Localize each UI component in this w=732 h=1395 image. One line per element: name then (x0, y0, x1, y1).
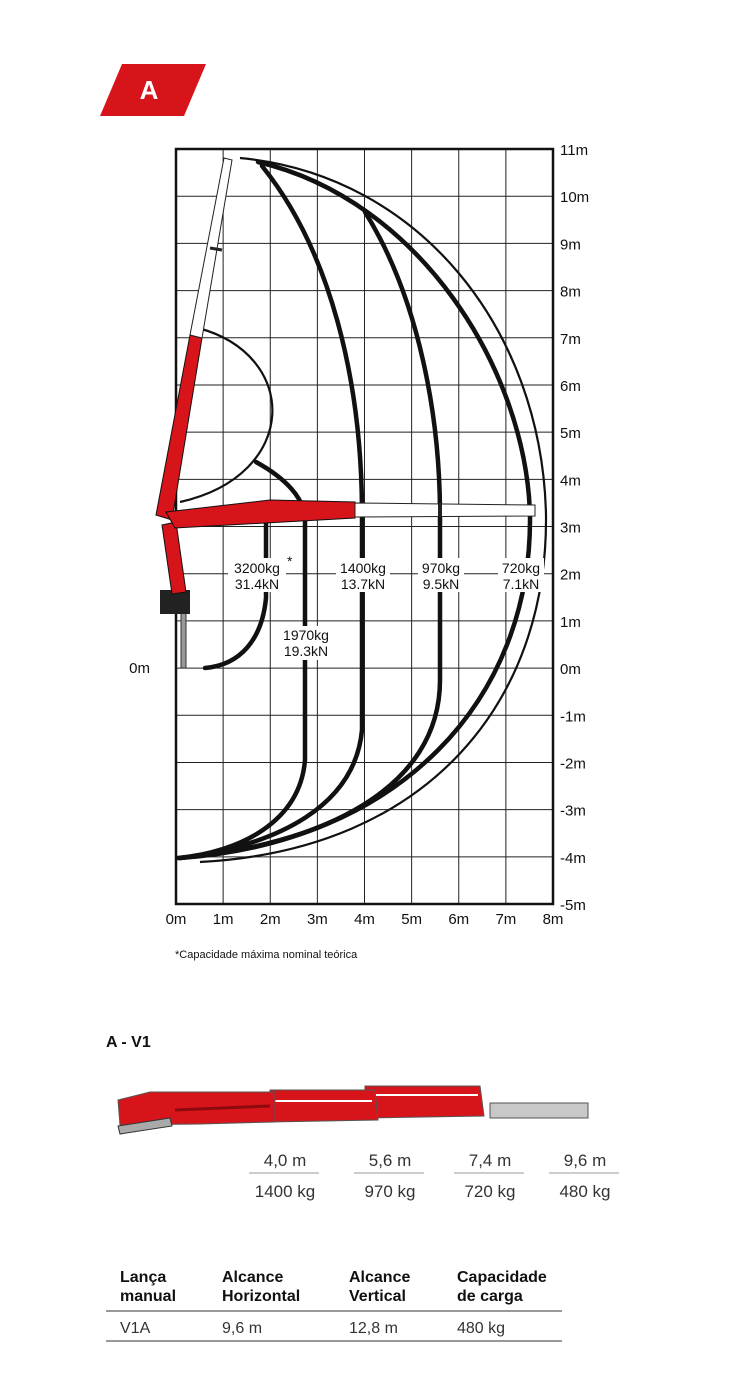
x-tick-label: 1m (213, 911, 234, 928)
y-tick-label: 3m (560, 520, 581, 537)
load-force: 7.1kN (503, 576, 540, 592)
load-labels: 3200kg * 31.4kN 1970kg 19.3kN 1400kg 13.… (228, 553, 544, 660)
x-tick-label: 5m (401, 911, 422, 928)
load-mass: 970kg (422, 560, 460, 576)
footnote: *Capacidade máxima nominal teórica (175, 949, 358, 961)
y-tick-label: -5m (560, 897, 586, 914)
x-tick-label: 7m (495, 911, 516, 928)
load-mass: 1400kg (340, 560, 386, 576)
table-header: de carga (457, 1288, 523, 1305)
section-title: A - V1 (106, 1034, 151, 1051)
reach-distance: 7,4 m (469, 1151, 512, 1170)
y-tick-label: 10m (560, 189, 589, 206)
crane (155, 157, 536, 669)
load-mass: 720kg (502, 560, 540, 576)
load-mass: 3200kg (234, 560, 280, 576)
y-tick-label: 8m (560, 284, 581, 301)
table-header: Alcance (222, 1269, 283, 1286)
table-cell: V1A (120, 1320, 151, 1337)
x-tick-label: 8m (543, 911, 564, 928)
badge-label: A (140, 75, 159, 105)
x-tick-label: 2m (260, 911, 281, 928)
table-header: Vertical (349, 1288, 406, 1305)
reach-distance: 5,6 m (369, 1151, 412, 1170)
reach-distance: 9,6 m (564, 1151, 607, 1170)
y-tick-label: -2m (560, 755, 586, 772)
grid (175, 148, 554, 905)
y-tick-label: -3m (560, 803, 586, 820)
reach-capacity: 480 kg (559, 1182, 610, 1201)
y-tick-label: 11m (560, 142, 588, 159)
x-tick-label: 0m (166, 911, 187, 928)
table-header: Capacidade (457, 1269, 547, 1286)
reach-distance: 4,0 m (264, 1151, 307, 1170)
y-tick-label: -4m (560, 850, 586, 867)
table-header: Lança (120, 1269, 166, 1286)
curve-3200 (202, 509, 269, 671)
table: Lança manual Alcance Horizontal Alcance Verti… (106, 1269, 562, 1342)
load-force: 31.4kN (235, 576, 279, 592)
load-force: 9.5kN (423, 576, 460, 592)
badge-shape (100, 64, 206, 116)
x-tick-label: 6m (448, 911, 469, 928)
curve-1970 (175, 459, 308, 861)
slew-arc (179, 326, 274, 504)
table-header: manual (120, 1288, 176, 1305)
load-force: 13.7kN (341, 576, 385, 592)
table-cell: 9,6 m (222, 1320, 262, 1337)
y-tick-label: 0m (560, 661, 581, 678)
reach-capacity: 720 kg (464, 1182, 515, 1201)
load-mass: 1970kg (283, 627, 329, 643)
table-cell: 12,8 m (349, 1320, 398, 1337)
load-force: 19.3kN (284, 643, 328, 659)
y-tick-label: -1m (560, 708, 586, 725)
load-mark: * (287, 553, 293, 569)
y-tick-label: 1m (560, 614, 581, 631)
y-tick-label: 4m (560, 472, 581, 489)
boom-illustration (117, 1085, 589, 1135)
envelope-curve (199, 156, 548, 864)
y-tick-label: 6m (560, 378, 581, 395)
curve-970 (177, 209, 443, 861)
x-tick-label: 4m (354, 911, 375, 928)
y-tick-label: 7m (560, 331, 581, 348)
table-cell: 480 kg (457, 1320, 505, 1337)
reach-capacity: 970 kg (364, 1182, 415, 1201)
axis-label: 0m (129, 660, 150, 677)
reach-capacity: 1400 kg (255, 1182, 316, 1201)
table-header: Alcance (349, 1269, 410, 1286)
y-tick-label: 5m (560, 425, 581, 442)
table-header: Horizontal (222, 1288, 300, 1305)
reach-list: 4,0 m 1400 kg 5,6 m 970 kg 7,4 m 720 kg 9,6 m 4… (249, 1151, 619, 1201)
x-tick-label: 3m (307, 911, 328, 928)
y-tick-label: 9m (560, 236, 581, 253)
y-tick-label: 2m (560, 567, 581, 584)
